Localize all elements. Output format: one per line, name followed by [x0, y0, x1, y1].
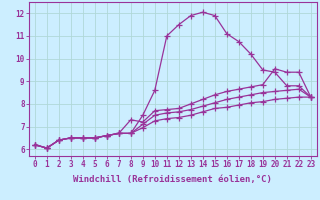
X-axis label: Windchill (Refroidissement éolien,°C): Windchill (Refroidissement éolien,°C) — [73, 175, 272, 184]
